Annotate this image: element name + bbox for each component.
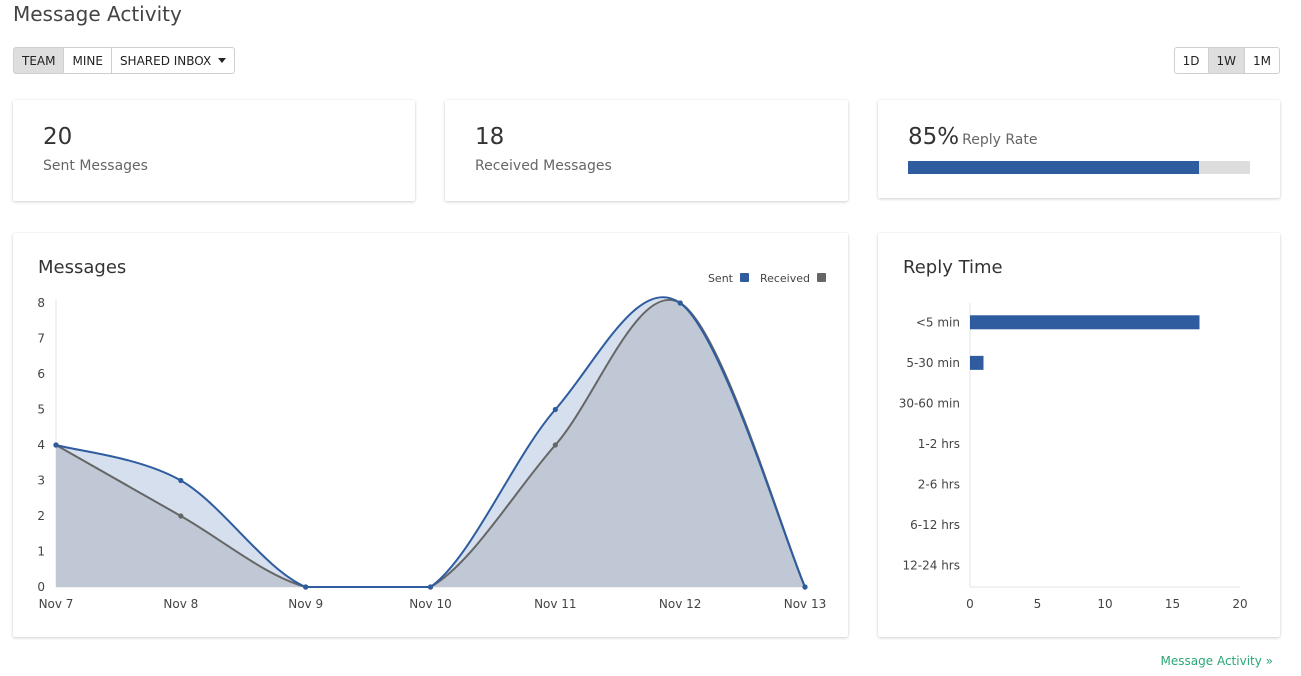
team-button[interactable]: TEAM — [13, 47, 65, 74]
sent-point — [303, 584, 309, 590]
y-tick-label: 2 — [37, 509, 45, 523]
x-tick-label: Nov 13 — [784, 597, 827, 611]
x-tick-label: Nov 11 — [534, 597, 577, 611]
x-tick-label: Nov 12 — [659, 597, 702, 611]
category-label: 30-60 min — [899, 396, 960, 410]
received-point — [178, 513, 184, 519]
x-tick-label: 10 — [1097, 597, 1112, 611]
reply-rate-value: 85% — [908, 124, 960, 150]
reply-rate-heading: 85% Reply Rate — [908, 124, 1037, 150]
reply-rate-progress-fill — [908, 161, 1199, 174]
range-1m-button[interactable]: 1M — [1245, 47, 1280, 74]
mine-button[interactable]: MINE — [64, 47, 112, 74]
category-label: 2-6 hrs — [918, 478, 960, 492]
sent-point — [677, 300, 683, 306]
sent-count: 20 — [43, 124, 73, 150]
x-tick-label: Nov 9 — [288, 597, 323, 611]
received-area — [56, 299, 805, 587]
category-label: 1-2 hrs — [918, 437, 960, 451]
reply-time-chart: <5 min 5-30 min 30-60 min 1-2 hrs 2-6 hrs 6-1… — [899, 303, 1248, 611]
reply-rate-label: Reply Rate — [962, 132, 1038, 148]
legend-received-swatch — [817, 273, 826, 282]
reply-time-chart-title: Reply Time — [903, 257, 1003, 278]
x-tick-label: 0 — [966, 597, 974, 611]
mine-button-label: MINE — [72, 53, 103, 68]
reply-time-bar — [970, 355, 984, 370]
category-label: 12-24 hrs — [903, 559, 960, 573]
y-tick-label: 0 — [37, 580, 45, 594]
y-tick-label: 3 — [37, 474, 45, 488]
sent-point — [178, 477, 184, 484]
legend-received-label: Received — [760, 272, 810, 285]
x-tick-label: 15 — [1165, 597, 1180, 611]
y-tick-label: 1 — [37, 545, 45, 559]
reply-rate-progress — [908, 161, 1250, 174]
range-1m-label: 1M — [1253, 53, 1271, 68]
received-count: 18 — [475, 124, 505, 150]
y-tick-label: 5 — [37, 403, 45, 417]
page-title: Message Activity — [13, 2, 182, 26]
received-point — [552, 442, 558, 448]
category-label: 6-12 hrs — [910, 518, 960, 532]
caret-down-icon — [218, 58, 227, 63]
received-messages-card: 18 Received Messages — [445, 100, 848, 201]
legend-sent-label: Sent — [708, 272, 734, 285]
legend-sent-swatch — [740, 273, 749, 282]
reply-rate-card: 85% Reply Rate — [878, 100, 1280, 198]
x-tick-label: Nov 10 — [409, 597, 452, 611]
shared-inbox-label: SHARED INBOX — [119, 53, 212, 68]
y-tick-label: 7 — [37, 332, 45, 346]
range-1d-button[interactable]: 1D — [1173, 47, 1209, 74]
x-tick-label: 20 — [1232, 597, 1247, 611]
sent-point — [427, 584, 434, 590]
range-1w-label: 1W — [1216, 53, 1237, 68]
range-1w-button[interactable]: 1W — [1208, 47, 1245, 74]
category-label: 5-30 min — [906, 356, 960, 370]
shared-inbox-dropdown[interactable]: SHARED INBOX — [111, 47, 236, 74]
range-1d-label: 1D — [1182, 53, 1200, 68]
reply-time-chart-card: Reply Time <5 min 5-30 min 30-60 min 1-2 hr… — [878, 233, 1280, 637]
messages-chart-title: Messages — [38, 257, 127, 278]
messages-chart-card: Messages 0 1 2 3 4 5 6 7 8 Nov 7 Nov 8 Nov 9 Nov 10 N… — [13, 233, 848, 637]
sent-point — [53, 442, 59, 448]
x-tick-label: Nov 7 — [39, 597, 74, 611]
x-tick-label: 5 — [1034, 597, 1042, 611]
y-tick-label: 8 — [37, 296, 45, 310]
message-activity-link[interactable]: Message Activity » — [1160, 654, 1273, 668]
x-tick-label: Nov 8 — [163, 597, 198, 611]
category-label: <5 min — [916, 315, 960, 329]
sent-line — [55, 296, 806, 588]
sent-point — [802, 584, 808, 590]
sent-point — [552, 406, 558, 413]
messages-chart: 0 1 2 3 4 5 6 7 8 Nov 7 Nov 8 Nov 9 Nov 10 Nov 11 Nov … — [37, 272, 827, 611]
range-button-group: 1D 1W 1M — [1173, 47, 1280, 74]
sent-messages-card: 20 Sent Messages — [13, 100, 415, 201]
received-label: Received Messages — [475, 158, 612, 174]
sent-label: Sent Messages — [43, 158, 148, 174]
reply-time-bar — [970, 315, 1200, 330]
scope-button-group: TEAM MINE SHARED INBOX — [13, 47, 236, 74]
y-tick-label: 4 — [37, 438, 45, 452]
team-button-label: TEAM — [22, 53, 56, 68]
y-tick-label: 6 — [37, 367, 45, 381]
